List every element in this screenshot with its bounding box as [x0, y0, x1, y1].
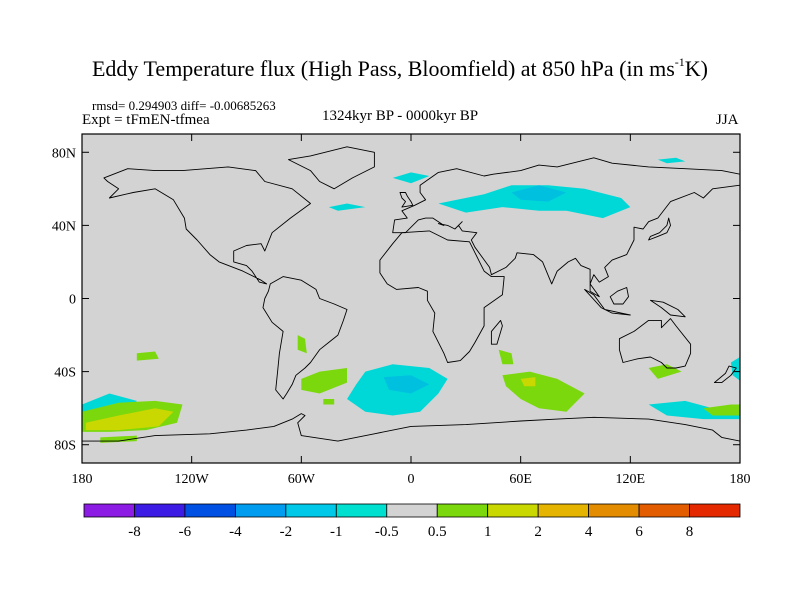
- anomaly-region-chile-positive: [297, 335, 307, 354]
- colorbar-segment: [638, 503, 690, 518]
- anomaly-region-east-pacific-positive: [703, 404, 740, 416]
- lon-tick-label: 60W: [288, 472, 316, 487]
- lat-tick-label: 0: [69, 293, 76, 308]
- colorbar-label: 8: [686, 524, 694, 540]
- anomaly-region-south-pacific-positive-core: [85, 408, 174, 431]
- anomaly-region-madagascar-positive: [498, 349, 514, 365]
- australia-coast: [618, 318, 692, 369]
- colorbar-segment: [184, 503, 236, 518]
- anomaly-region-north-atlantic-negative: [392, 172, 430, 184]
- anomaly-region-atlantic-positive: [323, 399, 335, 405]
- indonesia-coast: [584, 288, 631, 316]
- anomaly-region-siberia-negative-core: [511, 185, 567, 202]
- colorbar-label: 4: [585, 524, 593, 540]
- lon-tick-label: 0: [408, 472, 415, 487]
- colorbar-label: -4: [229, 524, 242, 540]
- anomaly-region-north-atlantic-negative-2: [328, 203, 366, 211]
- lon-tick-label: 120W: [175, 472, 210, 487]
- colorbar-segment: [537, 503, 590, 518]
- lat-tick-label: 80N: [52, 146, 76, 161]
- colorbar-label: -1: [330, 524, 343, 540]
- lon-tick-label: 120E: [616, 472, 646, 487]
- experiment-label: Expt = tFmEN-tfmea: [82, 112, 210, 128]
- lon-tick-label: 180: [730, 472, 751, 487]
- anomaly-region-arctic-negative: [657, 157, 686, 164]
- colorbar-label: -8: [128, 524, 141, 540]
- anomaly-region-siberia-negative: [438, 185, 631, 219]
- colorbar-label: -0.5: [375, 524, 399, 540]
- season-label: JJA: [716, 112, 739, 128]
- anomaly-region-argentina-positive: [301, 368, 347, 394]
- chart-title: Eddy Temperature flux (High Pass, Bloomf…: [91, 54, 708, 81]
- lat-tick-label: 40N: [52, 219, 76, 234]
- japan-coast: [648, 217, 671, 241]
- colorbar-segment: [134, 503, 186, 518]
- antarctica-coast: [82, 413, 740, 463]
- stats-label: rmsd= 0.294903 diff= -0.00685263: [92, 98, 276, 113]
- colorbar-segment: [234, 503, 287, 518]
- anomaly-region-indian-ocean-positive-core: [520, 377, 536, 387]
- anomaly-region-south-atlantic-negative-core: [383, 375, 430, 394]
- colorbar-segment: [588, 503, 640, 518]
- colorbar-segment: [436, 503, 489, 518]
- colorbar-segment: [335, 503, 388, 518]
- period-label: 1324kyr BP - 0000kyr BP: [322, 108, 479, 124]
- uk-coast: [399, 192, 414, 208]
- colorbar-label: 6: [635, 524, 643, 540]
- new-guinea-coast: [649, 299, 686, 318]
- north-america-coast: [103, 166, 311, 285]
- colorbar-segment: [487, 503, 539, 518]
- colorbar-segment: [386, 503, 438, 518]
- colorbar-segment: [689, 503, 741, 518]
- eurasia-coast: [392, 157, 740, 298]
- map-background: [82, 134, 740, 463]
- colorbar-label: -2: [280, 524, 293, 540]
- south-america-coast: [262, 276, 348, 400]
- colorbar-segment: [83, 503, 135, 518]
- africa-coast: [379, 230, 505, 363]
- new-zealand-coast: [713, 365, 737, 384]
- lon-tick-label: 180: [72, 472, 93, 487]
- colorbar-label: 0.5: [428, 524, 447, 540]
- lon-tick-label: 60E: [509, 472, 532, 487]
- greenland-coast: [288, 146, 375, 190]
- colorbar-label: 2: [534, 524, 542, 540]
- borneo-coast: [609, 287, 629, 305]
- madagascar-coast: [490, 319, 503, 345]
- colorbar-label: -6: [179, 524, 192, 540]
- lat-tick-label: 40S: [54, 366, 76, 381]
- colorbar-label: 1: [484, 524, 492, 540]
- anomaly-region-south-pacific-positive-small: [136, 351, 159, 361]
- colorbar-segment: [285, 503, 337, 518]
- lat-tick-label: 80S: [54, 439, 76, 454]
